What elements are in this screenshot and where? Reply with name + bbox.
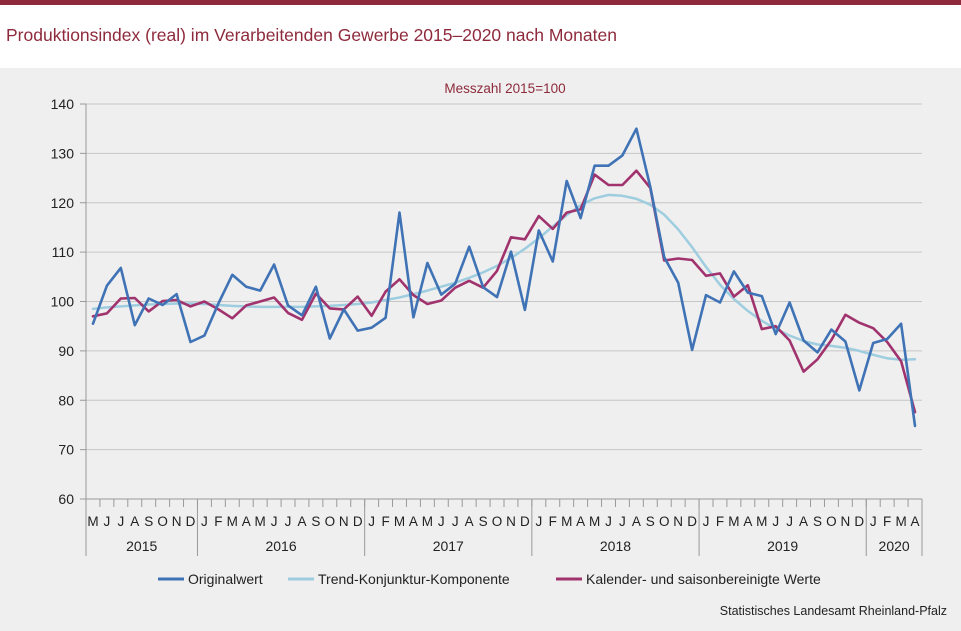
legend: Originalwert Trend-Konjunktur-Komponente K… (158, 571, 821, 587)
y-tick-label: 90 (58, 343, 74, 359)
x-year-label: 2017 (433, 538, 464, 554)
x-month-label: M (87, 514, 98, 529)
series-line-3 (91, 169, 917, 414)
chart-subtitle: Messzahl 2015=100 (444, 81, 565, 96)
x-month-label: O (325, 514, 336, 529)
y-tick-label: 80 (58, 392, 74, 408)
x-year-label: 2019 (767, 538, 798, 554)
x-year-label: 2020 (879, 538, 910, 554)
x-month-label: J (285, 514, 292, 529)
y-tick-label: 70 (58, 442, 74, 458)
source-note: Statistisches Landesamt Rheinland-Pfalz (719, 604, 947, 618)
x-month-label: J (870, 514, 877, 529)
x-month-label: J (104, 514, 111, 529)
series-line-1 (91, 127, 917, 428)
x-year-label: 2016 (265, 538, 296, 554)
x-month-label: M (589, 514, 600, 529)
legend-label-2: Trend-Konjunktur-Komponente (318, 571, 510, 587)
x-month-label: A (799, 514, 808, 529)
x-month-label: J (452, 514, 459, 529)
y-tick-label: 140 (51, 96, 75, 112)
x-month-label: D (353, 514, 363, 529)
x-month-label: S (144, 514, 153, 529)
x-month-label: A (130, 514, 139, 529)
x-month-label: M (255, 514, 266, 529)
x-month-label: M (227, 514, 238, 529)
x-month-label: J (117, 514, 124, 529)
x-month-label: S (813, 514, 822, 529)
x-month-label: M (561, 514, 572, 529)
x-month-label: A (743, 514, 752, 529)
x-month-label: N (172, 514, 182, 529)
x-month-label: J (786, 514, 793, 529)
x-month-label: N (339, 514, 349, 529)
x-month-label: A (632, 514, 641, 529)
x-month-label: A (576, 514, 585, 529)
y-tick-label: 120 (51, 195, 75, 211)
chart-panel: 60 70 80 90 100 110 120 130 140 M J J A S O N D J F M A M J J A S… (0, 68, 961, 631)
x-month-label: J (368, 514, 375, 529)
x-month-label: S (479, 514, 488, 529)
legend-label-1: Originalwert (188, 571, 263, 587)
x-month-label: F (883, 514, 891, 529)
x-month-label: S (311, 514, 320, 529)
x-month-label: F (716, 514, 724, 529)
x-month-label: A (242, 514, 251, 529)
series-lines (91, 127, 917, 428)
x-month-label: D (186, 514, 196, 529)
x-month-label: F (381, 514, 389, 529)
x-month-label: M (394, 514, 405, 529)
x-month-label: M (728, 514, 739, 529)
x-year-label: 2015 (126, 538, 157, 554)
legend-label-3: Kalender- und saisonbereinigte Werte (586, 571, 821, 587)
x-month-label: F (214, 514, 222, 529)
x-month-label: N (673, 514, 683, 529)
x-month-label: J (703, 514, 710, 529)
x-month-label: A (911, 514, 920, 529)
y-tick-label: 60 (58, 491, 74, 507)
x-month-label: M (895, 514, 906, 529)
x-month-label: J (201, 514, 208, 529)
y-tick-label: 130 (51, 145, 75, 161)
x-month-label: O (826, 514, 837, 529)
top-accent-bar (0, 0, 961, 5)
x-month-label: A (409, 514, 418, 529)
y-tick-label: 110 (52, 244, 75, 260)
x-month-label: O (157, 514, 168, 529)
x-month-label: O (492, 514, 503, 529)
x-month-label: N (506, 514, 516, 529)
x-month-label: A (297, 514, 306, 529)
x-year-label: 2018 (600, 538, 631, 554)
x-month-label: J (605, 514, 612, 529)
x-month-label: D (854, 514, 864, 529)
x-month-label: M (422, 514, 433, 529)
x-month-label: F (549, 514, 557, 529)
x-month-label: M (756, 514, 767, 529)
x-month-label: J (772, 514, 779, 529)
y-tick-label: 100 (51, 294, 75, 310)
x-month-label: D (520, 514, 530, 529)
page-title: Produktionsindex (real) im Verarbeitende… (6, 25, 617, 45)
x-month-label: S (646, 514, 655, 529)
x-month-label: O (659, 514, 670, 529)
x-month-label: D (687, 514, 697, 529)
x-month-label: J (438, 514, 445, 529)
x-month-label: N (840, 514, 850, 529)
x-month-label: J (535, 514, 542, 529)
x-month-label: A (465, 514, 474, 529)
x-month-label: J (619, 514, 626, 529)
x-month-label: J (271, 514, 278, 529)
